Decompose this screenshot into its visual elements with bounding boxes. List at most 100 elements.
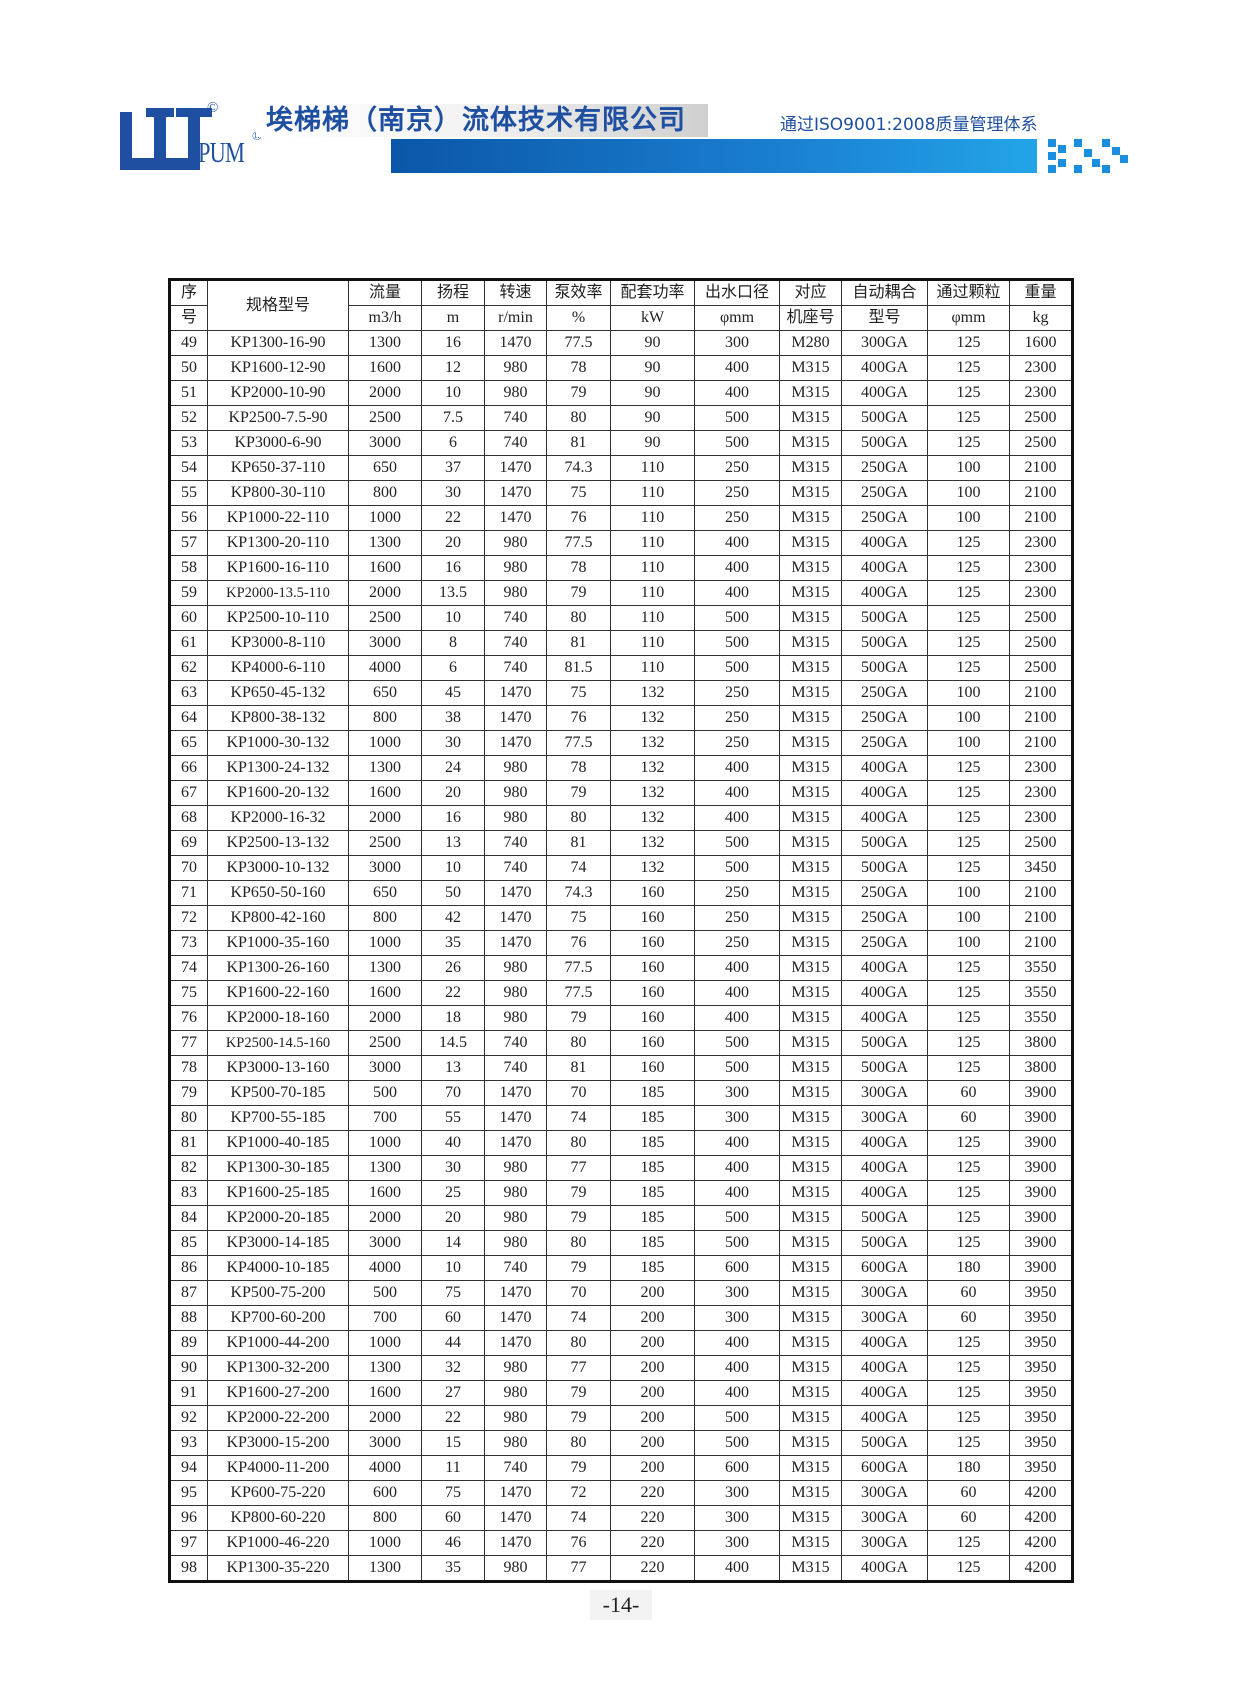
table-cell: M315: [779, 1430, 842, 1456]
table-cell: 125: [927, 555, 1010, 581]
table-cell: 740: [484, 855, 547, 881]
table-row: 95 KP600-75-220 600 75 1470 72 220 300 M315 300GA…: [169, 1480, 1073, 1506]
column-unit: 型号: [841, 305, 928, 331]
table-cell: 500: [348, 1280, 422, 1306]
model-cell: KP650-37-110: [207, 455, 349, 481]
row-index-cell: 68: [169, 805, 208, 831]
table-cell: 125: [927, 1230, 1010, 1256]
table-row: 78 KP3000-13-160 3000 13 740 81 160 500 M315 500G…: [169, 1055, 1073, 1081]
table-cell: 20: [421, 530, 485, 556]
row-index-cell: 57: [169, 530, 208, 556]
table-row: 71 KP650-50-160 650 50 1470 74.3 160 250 M315 250…: [169, 880, 1073, 906]
table-cell: 2000: [348, 380, 422, 406]
table-cell: 90: [610, 355, 695, 381]
table-cell: 125: [927, 980, 1010, 1006]
table-cell: 76: [546, 930, 611, 956]
table-cell: 125: [927, 1130, 1010, 1156]
table-cell: 3900: [1009, 1180, 1073, 1206]
column-unit: m3/h: [348, 305, 422, 331]
column-header: 对应: [779, 279, 842, 306]
table-cell: 125: [927, 355, 1010, 381]
table-cell: 500GA: [841, 1430, 928, 1456]
model-cell: KP4000-11-200: [207, 1455, 349, 1481]
table-cell: 185: [610, 1155, 695, 1181]
table-cell: 14: [421, 1230, 485, 1256]
model-cell: KP4000-6-110: [207, 655, 349, 681]
table-cell: 1000: [348, 730, 422, 756]
table-cell: 10: [421, 1255, 485, 1281]
table-cell: 250: [694, 880, 780, 906]
model-cell: KP650-50-160: [207, 880, 349, 906]
table-cell: 1300: [348, 330, 422, 356]
table-cell: 185: [610, 1230, 695, 1256]
table-cell: 980: [484, 1405, 547, 1431]
table-cell: 1470: [484, 455, 547, 481]
column-unit: kg: [1009, 305, 1073, 331]
table-cell: 220: [610, 1505, 695, 1531]
row-index-cell: 85: [169, 1230, 208, 1256]
table-cell: 980: [484, 1230, 547, 1256]
table-cell: 2000: [348, 1205, 422, 1231]
table-cell: M315: [779, 530, 842, 556]
table-cell: 70: [546, 1080, 611, 1106]
model-cell: KP1600-12-90: [207, 355, 349, 381]
row-index-cell: 65: [169, 730, 208, 756]
table-row: 69 KP2500-13-132 2500 13 740 81 132 500 M315 500G…: [169, 830, 1073, 856]
table-cell: 1470: [484, 480, 547, 506]
table-cell: 2300: [1009, 355, 1073, 381]
model-cell: KP3000-8-110: [207, 630, 349, 656]
table-cell: 1300: [348, 1355, 422, 1381]
table-cell: 4000: [348, 655, 422, 681]
table-cell: 80: [546, 1230, 611, 1256]
table-cell: 3900: [1009, 1230, 1073, 1256]
table-row: 49 KP1300-16-90 1300 16 1470 77.5 90 300 M280 300…: [169, 330, 1073, 356]
table-cell: 3550: [1009, 955, 1073, 981]
table-cell: 1470: [484, 1280, 547, 1306]
table-cell: 980: [484, 1430, 547, 1456]
table-cell: 185: [610, 1205, 695, 1231]
column-header: 流量: [348, 279, 422, 306]
table-cell: 4000: [348, 1255, 422, 1281]
table-cell: 250GA: [841, 905, 928, 931]
table-cell: 200: [610, 1380, 695, 1406]
table-cell: 300: [694, 1505, 780, 1531]
table-cell: 3000: [348, 630, 422, 656]
table-row: 58 KP1600-16-110 1600 16 980 78 110 400 M315 400G…: [169, 555, 1073, 581]
table-cell: 2300: [1009, 580, 1073, 606]
table-cell: 8: [421, 630, 485, 656]
table-cell: 400: [694, 555, 780, 581]
table-cell: 400GA: [841, 530, 928, 556]
table-cell: 132: [610, 780, 695, 806]
table-cell: 76: [546, 1530, 611, 1556]
table-cell: 250GA: [841, 705, 928, 731]
table-row: 91 KP1600-27-200 1600 27 980 79 200 400 M315 400G…: [169, 1380, 1073, 1406]
table-cell: 185: [610, 1080, 695, 1106]
table-cell: 125: [927, 405, 1010, 431]
table-cell: 3900: [1009, 1080, 1073, 1106]
table-cell: 2100: [1009, 705, 1073, 731]
table-cell: 125: [927, 755, 1010, 781]
table-cell: 300: [694, 1105, 780, 1131]
table-cell: 160: [610, 1030, 695, 1056]
table-cell: 400: [694, 805, 780, 831]
table-cell: 500GA: [841, 1030, 928, 1056]
table-cell: 250: [694, 680, 780, 706]
table-row: 92 KP2000-22-200 2000 22 980 79 200 500 M315 400G…: [169, 1405, 1073, 1431]
table-cell: 160: [610, 955, 695, 981]
table-cell: 79: [546, 580, 611, 606]
table-cell: 125: [927, 1430, 1010, 1456]
table-cell: 110: [610, 555, 695, 581]
certification-text: 通过ISO9001:2008质量管理体系: [780, 115, 1038, 135]
table-cell: M315: [779, 1180, 842, 1206]
table-cell: 740: [484, 1255, 547, 1281]
table-cell: 300: [694, 330, 780, 356]
table-cell: 74.3: [546, 880, 611, 906]
table-cell: 1470: [484, 1330, 547, 1356]
table-cell: 740: [484, 430, 547, 456]
table-cell: 2500: [1009, 605, 1073, 631]
table-cell: 300: [694, 1080, 780, 1106]
table-cell: 81: [546, 830, 611, 856]
table-cell: 2100: [1009, 480, 1073, 506]
table-cell: 160: [610, 905, 695, 931]
table-cell: 2100: [1009, 505, 1073, 531]
